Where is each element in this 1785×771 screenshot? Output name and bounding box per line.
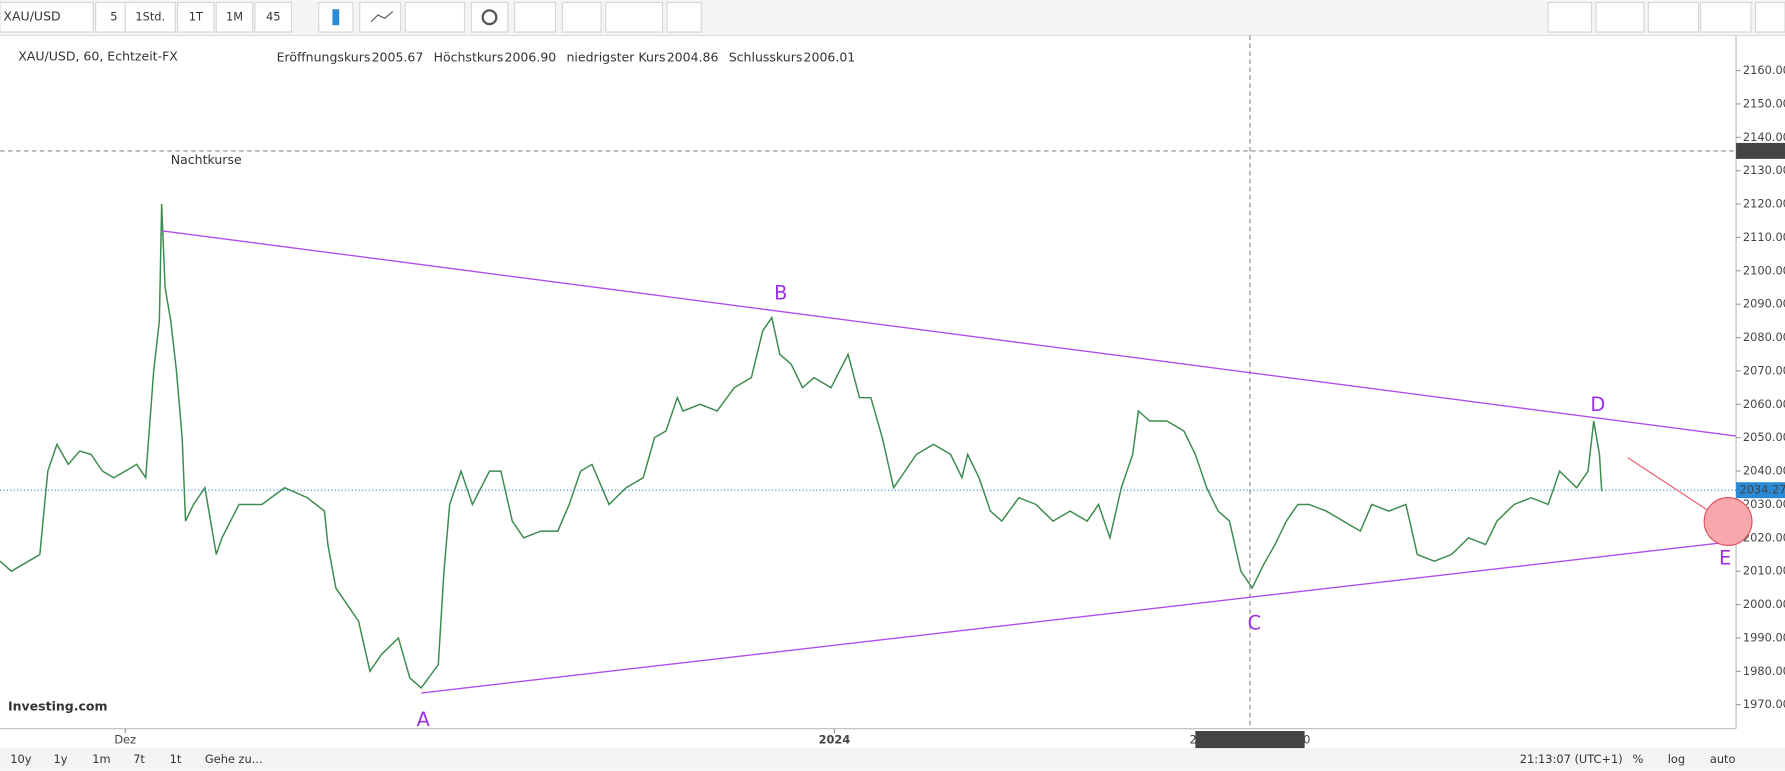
- y-tick-label: 2020.00: [1743, 530, 1785, 544]
- crosshair-price-box: [1736, 142, 1785, 159]
- ohlc-label: Eröffnungskurs: [277, 50, 371, 65]
- range-button[interactable]: 1m: [92, 752, 110, 766]
- crosshair-price: 2135.93: [1739, 143, 1785, 157]
- y-tick-label: 2080.00: [1743, 330, 1785, 344]
- y-tick-label: 2040.00: [1743, 464, 1785, 478]
- interval[interactable]: 1Std.: [135, 10, 165, 24]
- fullscreen[interactable]: [1754, 1, 1785, 33]
- y-tick-label: 2000.00: [1743, 597, 1785, 611]
- compare-button[interactable]: [561, 1, 602, 33]
- interval-button[interactable]: [177, 1, 215, 33]
- ohlc-label: Höchstkurs: [434, 50, 504, 65]
- annotation: B: [774, 281, 787, 304]
- draw-button[interactable]: [404, 1, 466, 33]
- symbol[interactable]: XAU/USD: [3, 9, 60, 24]
- annotation: A: [417, 708, 431, 731]
- scale-option[interactable]: %: [1632, 752, 1643, 766]
- y-tick-label: 2090.00: [1743, 297, 1785, 311]
- y-tick-label: 1970.00: [1743, 697, 1785, 711]
- settings-button[interactable]: [470, 1, 509, 33]
- range-button[interactable]: 1t: [170, 752, 182, 766]
- y-tick-label: 2160.00: [1743, 63, 1785, 77]
- y-tick-label: 2010.00: [1743, 564, 1785, 578]
- line-button[interactable]: [359, 1, 402, 33]
- interval[interactable]: 45: [266, 10, 280, 24]
- y-tick-label: 2130.00: [1743, 163, 1785, 177]
- ohlc-value: 2006.01: [804, 50, 856, 65]
- ohlc-value: 2006.90: [504, 50, 556, 65]
- crosshair-time-box: [1195, 731, 1305, 750]
- chart-title: XAU/USD, 60, Echtzeit-FX: [18, 49, 178, 64]
- range-button[interactable]: 1y: [54, 752, 68, 766]
- line-icon: [370, 11, 394, 23]
- x-tick-label: Dez: [114, 733, 136, 747]
- interval-button[interactable]: [215, 1, 254, 33]
- y-tick-label: 1980.00: [1743, 664, 1785, 678]
- annotation: D: [1590, 393, 1605, 416]
- scale-option[interactable]: log: [1668, 752, 1685, 766]
- target-circle: [1703, 497, 1753, 547]
- logo: Investing.com: [8, 699, 108, 714]
- interval[interactable]: 1T: [189, 10, 203, 24]
- x-tick-label: 2024: [819, 733, 851, 747]
- goto[interactable]: Gehe zu...: [205, 752, 263, 766]
- cloud-load[interactable]: [1647, 1, 1700, 33]
- trendline: [161, 230, 1737, 437]
- trendline: [421, 540, 1737, 694]
- undo-redo[interactable]: [605, 1, 664, 33]
- y-tick-label: 2060.00: [1743, 397, 1785, 411]
- interval-button[interactable]: [254, 1, 292, 33]
- range-button[interactable]: 7t: [133, 752, 145, 766]
- ohlc-value: 2005.67: [372, 50, 424, 65]
- interval[interactable]: 1M: [226, 10, 243, 24]
- y-tick-label: 2030.00: [1743, 497, 1785, 511]
- y-tick-label: 2070.00: [1743, 363, 1785, 377]
- range-button[interactable]: 10y: [10, 752, 31, 766]
- y-tick-label: 2150.00: [1743, 96, 1785, 110]
- ohlc-value: 2004.86: [667, 50, 719, 65]
- y-tick-label: 2050.00: [1743, 430, 1785, 444]
- color-button[interactable]: [1595, 1, 1645, 33]
- clock: 21:13:07 (UTC+1): [1520, 752, 1623, 766]
- interval-button[interactable]: [124, 1, 176, 33]
- y-tick-label: 2100.00: [1743, 263, 1785, 277]
- indicator-button[interactable]: [513, 1, 557, 33]
- ohlc-label: niedrigster Kurs: [567, 50, 666, 65]
- alert-button[interactable]: [666, 1, 702, 33]
- symbol-box[interactable]: [0, 1, 94, 33]
- last-price: 2034.27: [1739, 483, 1785, 497]
- crosshair-time: 2024-01-17 21:00:00: [1190, 733, 1311, 747]
- y-tick-label: 2110.00: [1743, 230, 1785, 244]
- interval[interactable]: 5: [110, 10, 117, 24]
- camera-button[interactable]: [1547, 1, 1593, 33]
- cloud-save[interactable]: [1700, 1, 1752, 33]
- y-tick-label: 2120.00: [1743, 197, 1785, 211]
- annotation: E: [1719, 547, 1731, 570]
- bottom-bar: [0, 748, 1785, 771]
- toolbar: [0, 0, 1785, 36]
- annotation: C: [1248, 611, 1262, 634]
- arrow: [1627, 457, 1712, 513]
- scale-option[interactable]: auto: [1710, 752, 1736, 766]
- annotation: Nachtkurse: [171, 152, 242, 167]
- last-price-box: [1736, 482, 1785, 499]
- y-tick-label: 2140.00: [1743, 130, 1785, 144]
- ohlc-label: Schlusskurs: [729, 50, 803, 65]
- candle-icon: [332, 9, 340, 26]
- y-tick-label: 1990.00: [1743, 630, 1785, 644]
- gear-icon: [481, 9, 498, 26]
- price-line: [0, 204, 1603, 690]
